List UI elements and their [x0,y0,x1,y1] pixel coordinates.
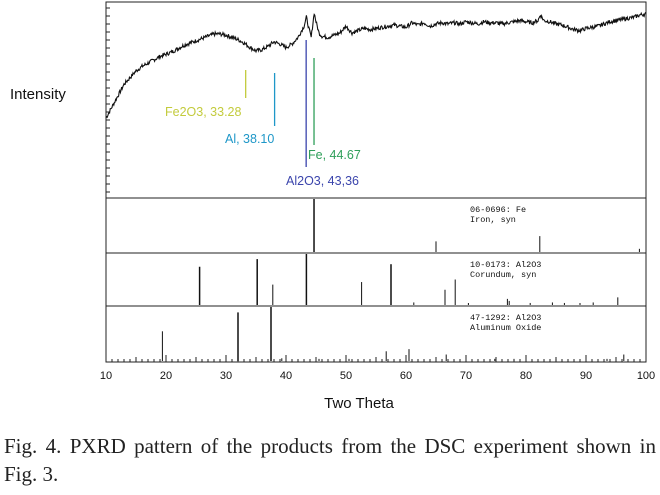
x-tick-label: 100 [637,370,655,382]
reference-label: 47-1292: Al2O3 [470,313,541,323]
annotations: Fe2O3, 33.28 Al, 38.10 Fe, 44.67 Al2O3, 43,… [165,40,361,188]
figure-caption: Fig. 4. PXRD pattern of the products fro… [4,434,656,486]
x-tick-label: 10 [100,370,112,382]
x-tick-label: 30 [220,370,232,382]
annotation-label: Fe, 44.67 [308,148,361,162]
plot-border [105,1,647,363]
x-axis: 10 20 30 40 50 60 70 80 90 100 [100,355,655,382]
annotation-label: Fe2O3, 33.28 [165,105,241,119]
reference-phase: Iron, syn [470,215,516,225]
x-tick-label: 40 [280,370,292,382]
reference-label: 10-0173: Al2O3 [470,260,541,270]
series-group [105,11,647,119]
x-tick-label: 70 [460,370,472,382]
x-axis-label: Two Theta [324,395,394,412]
x-tick-label: 20 [160,370,172,382]
x-tick-label: 50 [340,370,352,382]
annotation-label: Al2O3, 43,36 [286,174,359,188]
y-ticks [106,7,110,193]
annotation-label: Al, 38.10 [225,132,274,146]
x-tick-label: 80 [520,370,532,382]
reference-label: 06-0696: Fe [470,205,526,215]
series-line [105,11,647,119]
plot-frame [105,1,647,363]
x-tick-label: 60 [400,370,412,382]
reference-phase: Corundum, syn [470,270,536,280]
x-tick-label: 90 [580,370,592,382]
reference-phase: Aluminum Oxide [470,323,541,333]
pxrd-chart: 10 20 30 40 50 60 70 80 90 100 Fe2O3, 33.28 Al, 38… [100,1,655,412]
y-axis-label: Intensity [10,86,66,103]
